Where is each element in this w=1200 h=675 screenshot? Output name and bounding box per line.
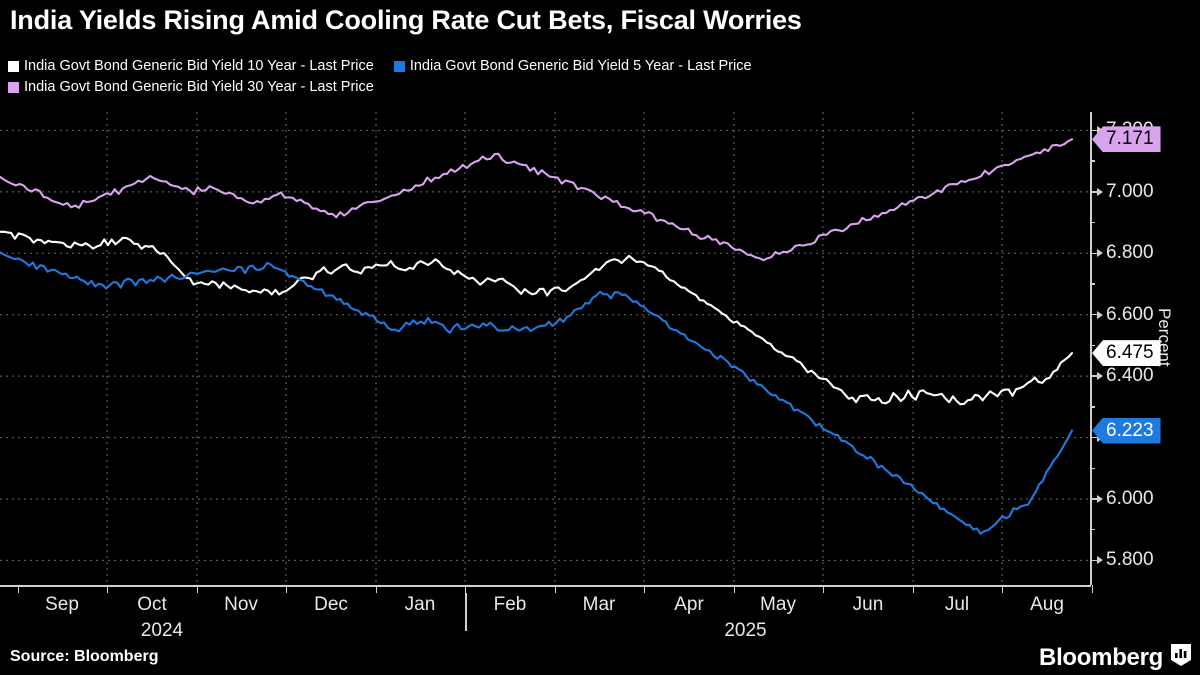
badge-30y: 7.171 bbox=[1092, 126, 1161, 153]
x-tick-label: Feb bbox=[493, 594, 527, 615]
bloomberg-terminal-icon bbox=[1170, 643, 1192, 672]
y-tick-minor bbox=[1090, 406, 1095, 408]
badge-5y: 6.223 bbox=[1092, 417, 1161, 444]
y-tick-major bbox=[1090, 559, 1099, 562]
x-axis-line bbox=[0, 585, 1091, 587]
brand-text: Bloomberg bbox=[1039, 643, 1163, 671]
vertical-gridlines bbox=[106, 112, 1003, 585]
y-tick-arrow bbox=[1097, 249, 1103, 258]
y-tick-major bbox=[1090, 191, 1099, 193]
y-tick-label: 6.000 bbox=[1106, 488, 1154, 509]
y-tick-minor bbox=[1090, 221, 1095, 224]
chart-canvas bbox=[0, 112, 1090, 585]
x-tick bbox=[376, 585, 378, 593]
x-tick-label: Oct bbox=[137, 594, 167, 615]
terminal-glyph bbox=[1171, 644, 1191, 666]
y-tick-minor bbox=[1090, 528, 1095, 531]
page-title: India Yields Rising Amid Cooling Rate Cu… bbox=[10, 5, 802, 35]
y-tick-major bbox=[1090, 313, 1099, 316]
series-line-10y bbox=[0, 230, 1074, 406]
y-tick-label: 7.000 bbox=[1106, 180, 1154, 202]
legend-label-5y: India Govt Bond Generic Bid Yield 5 Year… bbox=[409, 58, 752, 74]
x-tick-label: Apr bbox=[674, 594, 704, 615]
x-tick bbox=[107, 585, 109, 593]
y-tick-label: 6.400 bbox=[1106, 365, 1154, 387]
y-tick-major bbox=[1090, 252, 1099, 255]
bloomberg-brand: Bloomberg bbox=[1039, 643, 1192, 672]
x-tick bbox=[555, 585, 557, 593]
x-tick-label: Jan bbox=[404, 594, 436, 615]
y-tick-minor bbox=[1090, 344, 1095, 347]
x-tick-label: May bbox=[760, 594, 796, 615]
y-tick-major bbox=[1090, 436, 1099, 439]
y-tick-arrow bbox=[1097, 495, 1103, 503]
legend-item-5y[interactable]: India Govt Bond Generic Bid Yield 5 Year… bbox=[393, 58, 752, 74]
series-lines bbox=[0, 138, 1074, 535]
legend-swatch-5y bbox=[393, 60, 405, 72]
y-axis-line bbox=[1090, 112, 1092, 585]
x-tick bbox=[644, 585, 646, 593]
y-tick-arrow bbox=[1097, 556, 1103, 565]
gridlines bbox=[0, 129, 1090, 561]
y-tick-major bbox=[1090, 129, 1099, 132]
x-tick bbox=[197, 585, 199, 593]
y-tick-label: 6.800 bbox=[1106, 242, 1154, 264]
x-tick-label: Mar bbox=[582, 594, 616, 615]
x-tick bbox=[823, 585, 825, 593]
y-tick-minor bbox=[1090, 467, 1095, 470]
x-tick-label: Nov bbox=[224, 594, 258, 615]
y-tick-arrow bbox=[1097, 372, 1103, 381]
y-tick-minor bbox=[1090, 283, 1095, 285]
x-tick bbox=[465, 585, 467, 593]
x-tick bbox=[913, 585, 915, 593]
x-tick-label: Dec bbox=[314, 594, 348, 615]
x-tick-label: Jul bbox=[944, 594, 970, 615]
x-tick-label: Sep bbox=[45, 594, 79, 615]
chart-legend: India Govt Bond Generic Bid Yield 10 Yea… bbox=[8, 58, 1108, 100]
legend-row-2: India Govt Bond Generic Bid Yield 30 Yea… bbox=[8, 79, 1108, 100]
y-tick-label: 5.800 bbox=[1106, 549, 1154, 571]
x-tick bbox=[1002, 585, 1004, 593]
x-tick bbox=[286, 585, 288, 593]
legend-item-30y[interactable]: India Govt Bond Generic Bid Yield 30 Yea… bbox=[8, 79, 374, 95]
plot-area bbox=[0, 112, 1090, 585]
x-tick-label: Aug bbox=[1030, 594, 1064, 615]
y-tick-major bbox=[1090, 498, 1099, 500]
legend-swatch-10y bbox=[8, 60, 19, 72]
source-note: Source: Bloomberg bbox=[10, 648, 159, 665]
legend-swatch-30y bbox=[8, 81, 19, 93]
y-tick-arrow bbox=[1097, 310, 1103, 319]
legend-label-10y: India Govt Bond Generic Bid Yield 10 Yea… bbox=[24, 58, 374, 74]
y-tick-major bbox=[1090, 375, 1099, 377]
y-tick-arrow bbox=[1097, 187, 1103, 196]
x-tick bbox=[734, 585, 736, 593]
legend-label-30y: India Govt Bond Generic Bid Yield 30 Yea… bbox=[24, 79, 374, 95]
legend-row-1: India Govt Bond Generic Bid Yield 10 Yea… bbox=[8, 58, 1108, 79]
y-tick-minor bbox=[1090, 160, 1095, 162]
badge-10y: 6.475 bbox=[1092, 340, 1161, 367]
x-tick-label: Jun bbox=[852, 594, 884, 615]
legend-item-10y[interactable]: India Govt Bond Generic Bid Yield 10 Yea… bbox=[8, 58, 374, 74]
x-axis-year-label: 2025 bbox=[724, 620, 767, 641]
year-divider bbox=[465, 593, 467, 631]
x-tick bbox=[1092, 585, 1094, 593]
y-tick-label: 6.600 bbox=[1106, 303, 1154, 325]
x-tick bbox=[18, 585, 20, 593]
series-line-5y bbox=[0, 251, 1074, 535]
x-axis-year-label: 2024 bbox=[140, 620, 184, 641]
series-line-30y bbox=[0, 138, 1074, 262]
